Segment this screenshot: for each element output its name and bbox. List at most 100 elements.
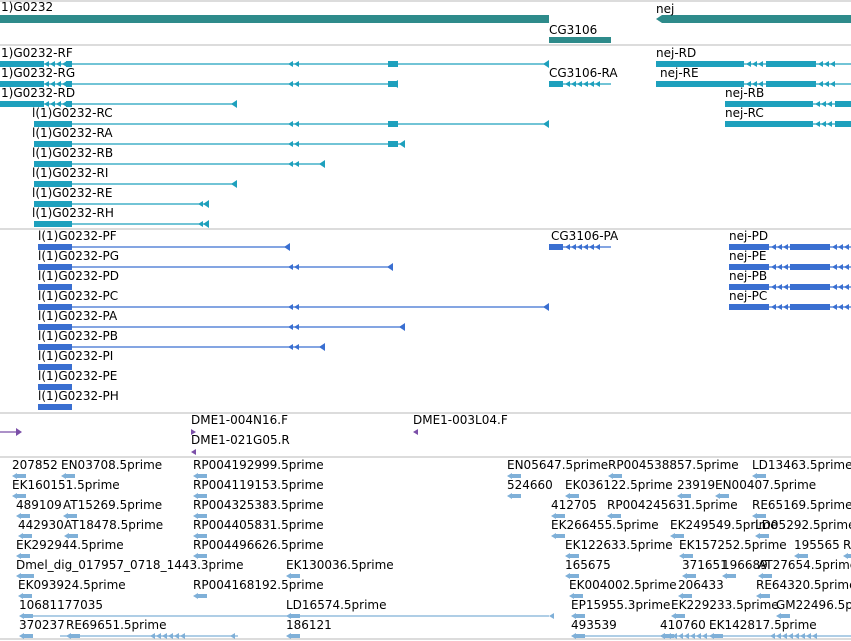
est-label: 412705 bbox=[551, 498, 597, 512]
protein-label: l(1)G0232-PD bbox=[38, 269, 119, 283]
strand-arrow-icon bbox=[844, 264, 849, 270]
strand-arrow-icon bbox=[44, 141, 49, 147]
exon-block bbox=[790, 264, 830, 270]
strand-arrow-icon bbox=[794, 633, 799, 639]
strand-arrow-icon bbox=[595, 244, 600, 250]
est-label: RP004538857.5prime bbox=[608, 458, 739, 472]
est-block bbox=[197, 594, 207, 598]
exon-block bbox=[66, 201, 72, 207]
strand-arrow-icon bbox=[63, 513, 68, 519]
strand-arrow-icon bbox=[746, 81, 751, 87]
strand-arrow-icon bbox=[294, 264, 299, 270]
est-block bbox=[555, 514, 565, 518]
est-block bbox=[682, 594, 692, 598]
strand-arrow-icon bbox=[50, 221, 55, 227]
strand-arrow-icon bbox=[583, 244, 588, 250]
strand-arrow-icon bbox=[770, 633, 775, 639]
strand-arrow-icon bbox=[777, 244, 782, 250]
strand-arrow-icon bbox=[50, 61, 55, 67]
est-label: EK122633.5prime bbox=[565, 538, 673, 552]
strand-arrow-icon bbox=[679, 553, 684, 559]
est-label: EN05647.5prime bbox=[507, 458, 609, 472]
strand-arrow-icon bbox=[812, 633, 817, 639]
strand-arrow-icon bbox=[56, 201, 61, 207]
est-block bbox=[611, 514, 621, 518]
exon-block bbox=[38, 244, 72, 250]
protein-label: l(1)G0232-PF bbox=[38, 229, 117, 243]
transcript-label: l(1)G0232-RA bbox=[32, 126, 113, 140]
strand-arrow-icon bbox=[543, 120, 549, 128]
transcript-label-cg3106: CG3106-RA bbox=[549, 66, 618, 80]
strand-arrow-icon bbox=[44, 201, 49, 207]
strand-arrow-icon bbox=[607, 513, 612, 519]
exon-block bbox=[790, 304, 830, 310]
strand-arrow-icon bbox=[18, 593, 23, 599]
transcript-label-nej: nej-RC bbox=[725, 106, 764, 120]
strand-arrow-icon bbox=[399, 323, 405, 331]
exon-block bbox=[729, 304, 769, 310]
transcript-label: l(1)G0232-RI bbox=[32, 166, 109, 180]
strand-arrow-icon bbox=[838, 304, 843, 310]
strand-arrow-icon bbox=[758, 573, 763, 579]
strand-arrow-icon bbox=[844, 304, 849, 310]
exon-block bbox=[388, 61, 398, 67]
protein-label: l(1)G0232-PG bbox=[38, 249, 120, 263]
protein-label-nej: nej-PB bbox=[729, 269, 768, 283]
est-block bbox=[197, 514, 207, 518]
est-label: RP004119153.5prime bbox=[193, 478, 324, 492]
est-label: RP004496626.5prime bbox=[193, 538, 324, 552]
est-label: R bbox=[843, 538, 851, 552]
strand-arrow-icon bbox=[50, 201, 55, 207]
est-block bbox=[674, 534, 684, 538]
exon-block bbox=[38, 384, 72, 390]
gene-bar-cg3106 bbox=[549, 37, 611, 43]
strand-arrow-icon bbox=[44, 101, 49, 107]
est-label: 493539 bbox=[571, 618, 617, 632]
strand-arrow-icon bbox=[756, 593, 761, 599]
exon-block bbox=[38, 324, 72, 330]
est-label: Dmel_dig_017957_0718_1443.3prime bbox=[16, 558, 244, 572]
strand-arrow-icon bbox=[294, 344, 299, 350]
strand-arrow-icon bbox=[193, 513, 198, 519]
strand-arrow-icon bbox=[838, 264, 843, 270]
strand-arrow-icon bbox=[387, 263, 393, 271]
est-block bbox=[759, 534, 769, 538]
exon-block bbox=[388, 81, 398, 87]
exon-block bbox=[38, 284, 72, 290]
strand-arrow-icon bbox=[678, 593, 683, 599]
est-label: EK249549.5prime bbox=[670, 518, 778, 532]
strand-arrow-icon bbox=[551, 533, 556, 539]
est-block bbox=[681, 494, 691, 498]
est-block bbox=[16, 474, 26, 478]
strand-arrow-icon bbox=[776, 633, 781, 639]
strand-arrow-icon bbox=[565, 81, 570, 87]
strand-arrow-icon bbox=[288, 324, 293, 330]
transcript-label: l(1)G0232-RG bbox=[0, 66, 76, 80]
clone-label: DME1-003L04.F bbox=[413, 413, 508, 427]
strand-arrow-icon bbox=[656, 15, 662, 23]
transcript-label-nej: nej-RB bbox=[725, 86, 765, 100]
est-block bbox=[780, 614, 790, 618]
est-label: LD13463.5prime bbox=[752, 458, 851, 472]
exon-block bbox=[38, 344, 72, 350]
exon-block bbox=[38, 364, 72, 370]
est-label: EK157252.5prime bbox=[679, 538, 787, 552]
strand-arrow-icon bbox=[671, 613, 676, 619]
strand-arrow-icon bbox=[198, 221, 203, 227]
exon-block bbox=[835, 101, 851, 107]
strand-arrow-icon bbox=[684, 633, 689, 639]
strand-arrow-icon bbox=[507, 473, 512, 479]
strand-arrow-icon bbox=[288, 304, 293, 310]
strand-arrow-icon bbox=[56, 181, 61, 187]
strand-arrow-icon bbox=[543, 303, 549, 311]
strand-arrow-icon bbox=[16, 553, 21, 559]
strand-arrow-icon bbox=[824, 81, 829, 87]
protein-label: l(1)G0232-PC bbox=[38, 289, 119, 303]
est-label: 442930 bbox=[18, 518, 64, 532]
strand-arrow-icon bbox=[50, 141, 55, 147]
gene-label-cg3106: CG3106 bbox=[549, 23, 598, 37]
est-label: EN03708.5prime bbox=[61, 458, 163, 472]
est-label: EK130036.5prime bbox=[286, 558, 394, 572]
strand-arrow-icon bbox=[56, 61, 61, 67]
strand-arrow-icon bbox=[44, 121, 49, 127]
